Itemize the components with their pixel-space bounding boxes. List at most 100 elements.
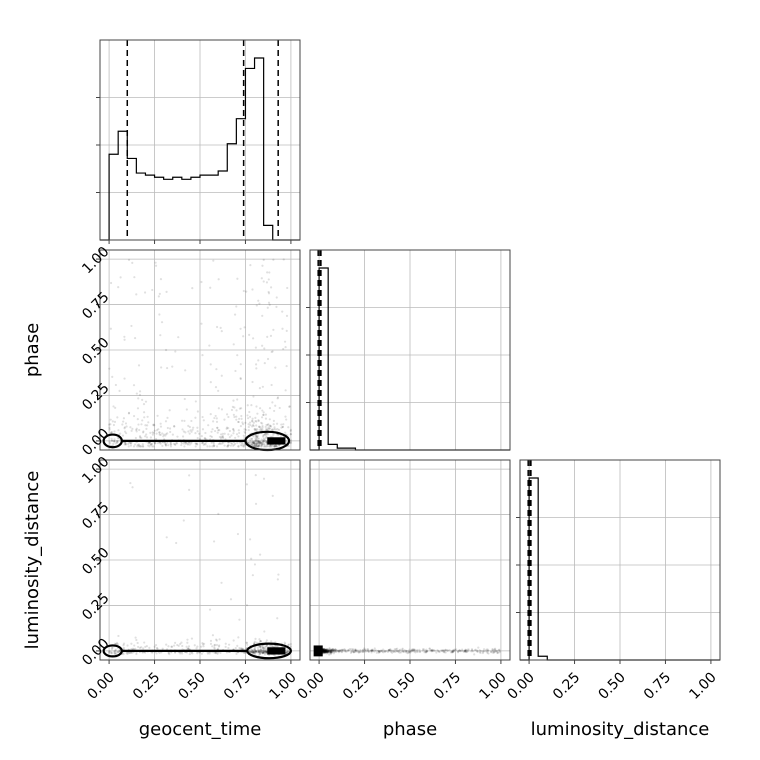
- scatter-point: [188, 425, 191, 429]
- scatter-point: [147, 421, 150, 424]
- scatter-point: [325, 648, 328, 652]
- scatter-point: [118, 389, 121, 392]
- scatter-point: [263, 630, 266, 633]
- scatter-point: [187, 645, 191, 648]
- scatter-point: [326, 648, 329, 651]
- scatter-point: [213, 416, 216, 420]
- scatter-point: [486, 650, 489, 653]
- scatter-point: [396, 649, 399, 652]
- scatter-point: [222, 436, 225, 439]
- scatter-point: [261, 422, 264, 425]
- scatter-point: [256, 439, 259, 442]
- scatter-point: [254, 650, 257, 653]
- scatter-point: [108, 428, 111, 431]
- scatter-point: [286, 650, 290, 654]
- scatter-point: [261, 441, 264, 444]
- scatter-point: [259, 441, 262, 444]
- scatter-point: [337, 649, 341, 653]
- scatter-point: [254, 652, 257, 655]
- scatter-point: [242, 445, 245, 448]
- scatter-point: [127, 442, 130, 446]
- scatter-point: [187, 647, 190, 650]
- scatter-point: [223, 418, 226, 421]
- scatter-point: [257, 299, 260, 302]
- scatter-point: [263, 653, 267, 656]
- scatter-point: [324, 648, 328, 651]
- scatter-point: [380, 649, 383, 652]
- scatter-point: [186, 638, 189, 641]
- scatter-point: [255, 438, 258, 441]
- scatter-point: [258, 386, 261, 390]
- scatter-point: [261, 651, 264, 654]
- scatter-point: [256, 440, 260, 443]
- contour-lobe-0: [102, 644, 123, 658]
- scatter-point: [191, 428, 194, 431]
- scatter-point: [324, 650, 327, 653]
- scatter-point: [341, 650, 344, 653]
- scatter-point: [233, 313, 237, 316]
- scatter-point: [258, 651, 261, 654]
- scatter-point: [262, 413, 265, 416]
- scatter-point: [341, 648, 345, 652]
- scatter-point: [248, 441, 251, 444]
- scatter-point: [114, 650, 117, 653]
- scatter-point: [390, 649, 393, 652]
- scatter-point: [250, 441, 253, 444]
- scatter-point: [257, 650, 260, 653]
- scatter-point: [259, 645, 262, 649]
- scatter-point: [252, 650, 256, 653]
- scatter-point: [467, 648, 470, 651]
- scatter-point: [262, 438, 265, 441]
- scatter-point: [239, 425, 243, 428]
- scatter-point: [436, 649, 439, 652]
- scatter-point: [185, 645, 188, 648]
- scatter-point: [394, 650, 397, 654]
- scatter-point: [266, 428, 270, 431]
- scatter-point: [486, 648, 489, 651]
- scatter-point: [194, 442, 197, 445]
- scatter-point: [218, 644, 221, 647]
- scatter-point: [263, 650, 266, 653]
- scatter-point: [169, 430, 172, 434]
- scatter-point: [239, 647, 242, 650]
- scatter-point: [252, 395, 255, 398]
- scatter-point: [463, 649, 466, 652]
- scatter-point: [265, 434, 268, 437]
- scatter-point: [498, 648, 501, 651]
- scatter-point: [241, 421, 244, 424]
- scatter-point: [217, 645, 221, 648]
- scatter-point: [110, 652, 113, 655]
- scatter-point: [243, 428, 246, 431]
- scatter-point: [412, 648, 415, 652]
- scatter-point: [217, 512, 220, 515]
- scatter-point: [331, 647, 335, 651]
- scatter-point: [326, 649, 329, 652]
- scatter-point: [338, 649, 341, 652]
- scatter-point: [258, 302, 261, 305]
- scatter-point: [212, 540, 216, 543]
- scatter-point: [134, 647, 137, 650]
- scatter-point: [281, 425, 284, 428]
- scatter-point: [108, 650, 111, 653]
- scatter-point: [164, 443, 167, 446]
- scatter-point: [369, 649, 372, 652]
- scatter-point: [263, 437, 266, 440]
- x-tick-label: 0.50: [595, 670, 628, 703]
- scatter-point: [108, 650, 111, 653]
- scatter-point: [262, 280, 265, 283]
- scatter-point: [151, 431, 154, 434]
- scatter-point: [196, 436, 199, 440]
- scatter-point: [259, 445, 263, 448]
- scatter-point: [255, 430, 258, 433]
- scatter-point: [257, 440, 260, 443]
- scatter-point: [327, 649, 331, 652]
- scatter-point: [233, 406, 236, 409]
- scatter-point: [324, 650, 327, 654]
- scatter-point: [188, 443, 191, 446]
- scatter-point: [213, 647, 216, 650]
- scatter-point: [181, 644, 184, 648]
- scatter-point: [159, 422, 162, 425]
- scatter-point: [252, 424, 255, 428]
- scatter-point: [138, 390, 142, 393]
- scatter-point: [331, 647, 334, 651]
